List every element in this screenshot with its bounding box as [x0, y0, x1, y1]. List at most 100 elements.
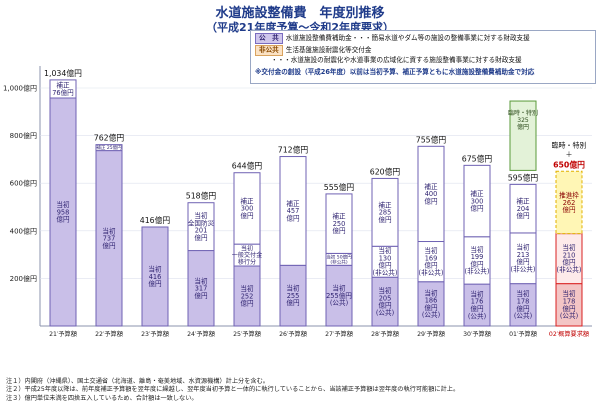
bar-segment-label: 213 — [517, 251, 530, 259]
bar-segment — [371, 177, 399, 247]
bar-total-label: 762億円 — [94, 133, 125, 143]
legend-nonpublic-row: 非公共 生活基盤施設耐震化等交付金 — [255, 45, 372, 56]
bar-segment-label: 169 — [425, 254, 438, 262]
special-bar-label: 臨時・特別 — [508, 109, 538, 117]
bar-segment — [187, 250, 215, 327]
x-tick-label: 02′概算要求額 — [549, 330, 589, 338]
bar-segment-label: 億円 — [378, 301, 392, 310]
bar-segment-label: 当初 — [516, 243, 530, 252]
bar-segment-label: 255 — [287, 292, 300, 300]
x-tick-label: 26′予算額 — [279, 330, 307, 338]
bar-segment — [325, 264, 353, 327]
bar-segment-label: (非公共) — [557, 265, 582, 274]
bar-segment-label: 補正 — [470, 189, 484, 198]
bar-segment-label: 億円 — [562, 304, 576, 313]
bar-segment-label: (公共) — [422, 310, 440, 319]
bar-segment-label: 当初 — [148, 265, 162, 274]
bar-total-label: 712億円 — [278, 145, 309, 155]
bar-segment — [417, 241, 445, 283]
x-tick-label: 30′予算額 — [463, 330, 491, 338]
bar-segment-label: 416 — [149, 273, 162, 281]
bar-total-label: 555億円 — [324, 182, 355, 192]
y-tick-label: 400億円 — [10, 226, 37, 235]
bar-segment-label: 317 — [195, 285, 208, 293]
bar-segment-label: 当初 50億円 — [326, 253, 352, 260]
bar-segment-label: (非公共) — [419, 268, 444, 277]
legend-note: ※交付金の創設（平成26年度）以前は当初予算、補正予算ともに水道施設整備費補助金… — [255, 68, 535, 76]
bar-segment-label: (非公共) — [373, 268, 398, 277]
bar-segment-label: 億円 — [516, 304, 530, 313]
x-tick-label: 29′予算額 — [417, 330, 445, 338]
bar-segment-label: 当初 — [470, 289, 484, 298]
bar-segment-label: 億円 — [378, 215, 392, 224]
bar-segment — [95, 144, 123, 152]
bar-segment-label: (公共) — [468, 311, 486, 320]
bar-segment-label: 億円 — [470, 304, 484, 313]
bar-total-label: 755億円 — [416, 134, 447, 144]
bar-segment-label: 億円 — [56, 215, 70, 224]
bar-segment-label: 億円 — [562, 258, 576, 267]
bar-segment-label: 億円 — [424, 261, 438, 270]
bar-segment-label: 億円 — [470, 259, 484, 268]
bar-segment — [555, 233, 583, 285]
bar-segment-label: 当初 — [378, 286, 392, 295]
bar-segment-label: 当初 — [562, 243, 576, 252]
x-tick-label: 23′予算額 — [141, 330, 169, 338]
bar-segment-label: 205 — [379, 294, 392, 302]
bar-segment — [463, 164, 491, 238]
bar-segment-label: 補正 — [240, 196, 254, 205]
x-tick-label: 21′予算額 — [49, 330, 77, 338]
bar-segment-label: 737 — [103, 235, 116, 243]
special-bar-segment — [509, 100, 537, 171]
bar-segment-label: 億円 — [240, 299, 254, 308]
bar-segment-label: 補正 — [378, 200, 392, 209]
bar-segment-label: 252 — [241, 292, 254, 300]
bar-segment-label: 推進枠 — [559, 191, 579, 200]
bar-total-label: 644億円 — [232, 161, 263, 171]
bar-segment-label: 当初 — [194, 276, 208, 285]
footnote-2: 注２）平成25年度以降は、前年度補正予算額を翌年度に繰越し、翌年度当初予算と一体… — [6, 386, 460, 394]
bar-segment-label: (公共) — [376, 308, 394, 317]
bar-segment-label: 補正 — [286, 199, 300, 208]
bar-segment-label: 178 — [563, 297, 576, 305]
footnote-1: 注１）内閣府（沖縄県）、国土交通省（北海道、離島・奄美地域、水資源機構）計上分を… — [6, 378, 269, 385]
bar-segment — [463, 283, 491, 327]
bar-total-label: 675億円 — [462, 153, 493, 163]
bar-segment-label: 億円 — [470, 204, 484, 213]
bar-total-label: 416億円 — [140, 215, 171, 225]
bar-segment — [509, 283, 537, 327]
bar-segment-label: 当初 — [332, 284, 346, 293]
bar-segment-label: 当初 — [56, 200, 70, 209]
bar-segment-label: 262 — [563, 199, 576, 207]
y-tick-label: 800億円 — [10, 131, 37, 140]
bar-segment — [187, 202, 215, 252]
bar-segment — [95, 150, 123, 327]
bar-segment-label: 201 — [195, 227, 208, 235]
bar-segment-label: 210 — [563, 251, 576, 259]
bar-segment — [417, 145, 445, 243]
bar-segment — [325, 193, 353, 254]
legend-nonpublic-tag: 非公共 — [255, 45, 283, 56]
bar-segment-label: 当初 — [470, 245, 484, 254]
bar-segment-label: (公共) — [330, 298, 348, 307]
legend-public-tag: 公 共 — [255, 33, 283, 44]
bar-segment — [279, 264, 307, 327]
bar-segment — [233, 172, 261, 245]
bar-segment — [233, 265, 261, 327]
bar-segment-label: (公共) — [514, 311, 532, 320]
legend-box: 公 共水道施設整備費補助金・・・簡易水道やダム等の施設の整備事業に対する財政支援… — [250, 30, 596, 84]
bar-segment-label: 一般交付金 — [232, 251, 262, 259]
x-tick-label: 01′予算額 — [509, 330, 537, 338]
bar-segment-label: 億円 — [424, 196, 438, 205]
bar-segment-label: (非公共) — [465, 267, 490, 276]
special-bar-label: 325 — [517, 117, 529, 124]
special-bar-label: 億円 — [517, 123, 529, 131]
bar-total-label: 620億円 — [370, 166, 401, 176]
bar-segment-label: 当初 — [286, 284, 300, 293]
bar-segment-label: 当初 — [516, 289, 530, 298]
bar-total-label: 650億円 — [553, 159, 585, 169]
bar-segment-label: 300 — [471, 197, 484, 205]
bar-segment-label: (公共) — [560, 311, 578, 320]
bar-segment-label: 移行分 — [238, 258, 256, 266]
bar-segment-label: 億円 — [286, 298, 300, 307]
